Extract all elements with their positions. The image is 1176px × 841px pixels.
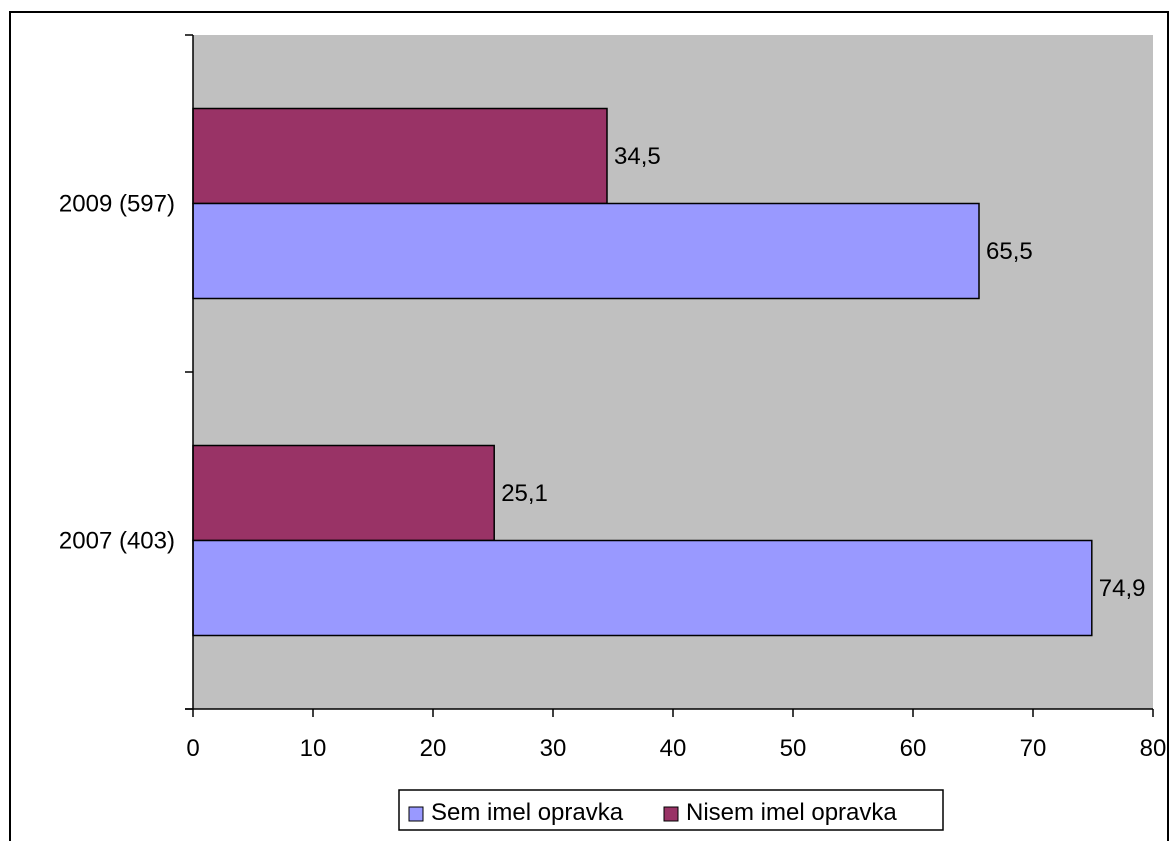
- data-label-nisem-imel-opravka-2009-597: 34,5: [614, 143, 661, 170]
- legend-label-sem-imel-opravka: Sem imel opravka: [431, 799, 624, 826]
- y-tick-label-2009-597: 2009 (597): [59, 191, 175, 218]
- x-tick-label-30: 30: [540, 735, 567, 762]
- data-label-sem-imel-opravka-2007-403: 74,9: [1099, 575, 1146, 602]
- y-tick-label-2007-403: 2007 (403): [59, 528, 175, 555]
- x-tick-label-20: 20: [420, 735, 447, 762]
- x-tick-label-40: 40: [660, 735, 687, 762]
- x-tick-label-50: 50: [780, 735, 807, 762]
- bars-group: 34,5 65,5 25,1 74,9: [192, 107, 1146, 637]
- x-tick-label-60: 60: [900, 735, 927, 762]
- legend: Sem imel opravka Nisem imel opravka: [398, 789, 944, 831]
- legend-swatch-sem-imel-opravka: [408, 806, 424, 822]
- y-axis: 2009 (597) 2007 (403): [59, 34, 194, 710]
- data-label-sem-imel-opravka-2009-597: 65,5: [986, 238, 1033, 265]
- x-tick-label-0: 0: [186, 735, 199, 762]
- bar-sem-imel-opravka-2007-403: [192, 539, 1093, 637]
- x-tick-label-10: 10: [300, 735, 327, 762]
- bar-sem-imel-opravka-2009-597: [192, 202, 980, 300]
- legend-label-nisem-imel-opravka: Nisem imel opravka: [686, 799, 897, 826]
- legend-swatch-nisem-imel-opravka: [663, 806, 679, 822]
- x-tick-label-70: 70: [1020, 735, 1047, 762]
- x-axis: 0 10 20 30 40 50 60 70 80: [185, 708, 1167, 762]
- bar-nisem-imel-opravka-2007-403: [192, 444, 495, 542]
- data-label-nisem-imel-opravka-2007-403: 25,1: [501, 480, 548, 507]
- x-tick-label-80: 80: [1140, 735, 1167, 762]
- bar-nisem-imel-opravka-2009-597: [192, 107, 608, 205]
